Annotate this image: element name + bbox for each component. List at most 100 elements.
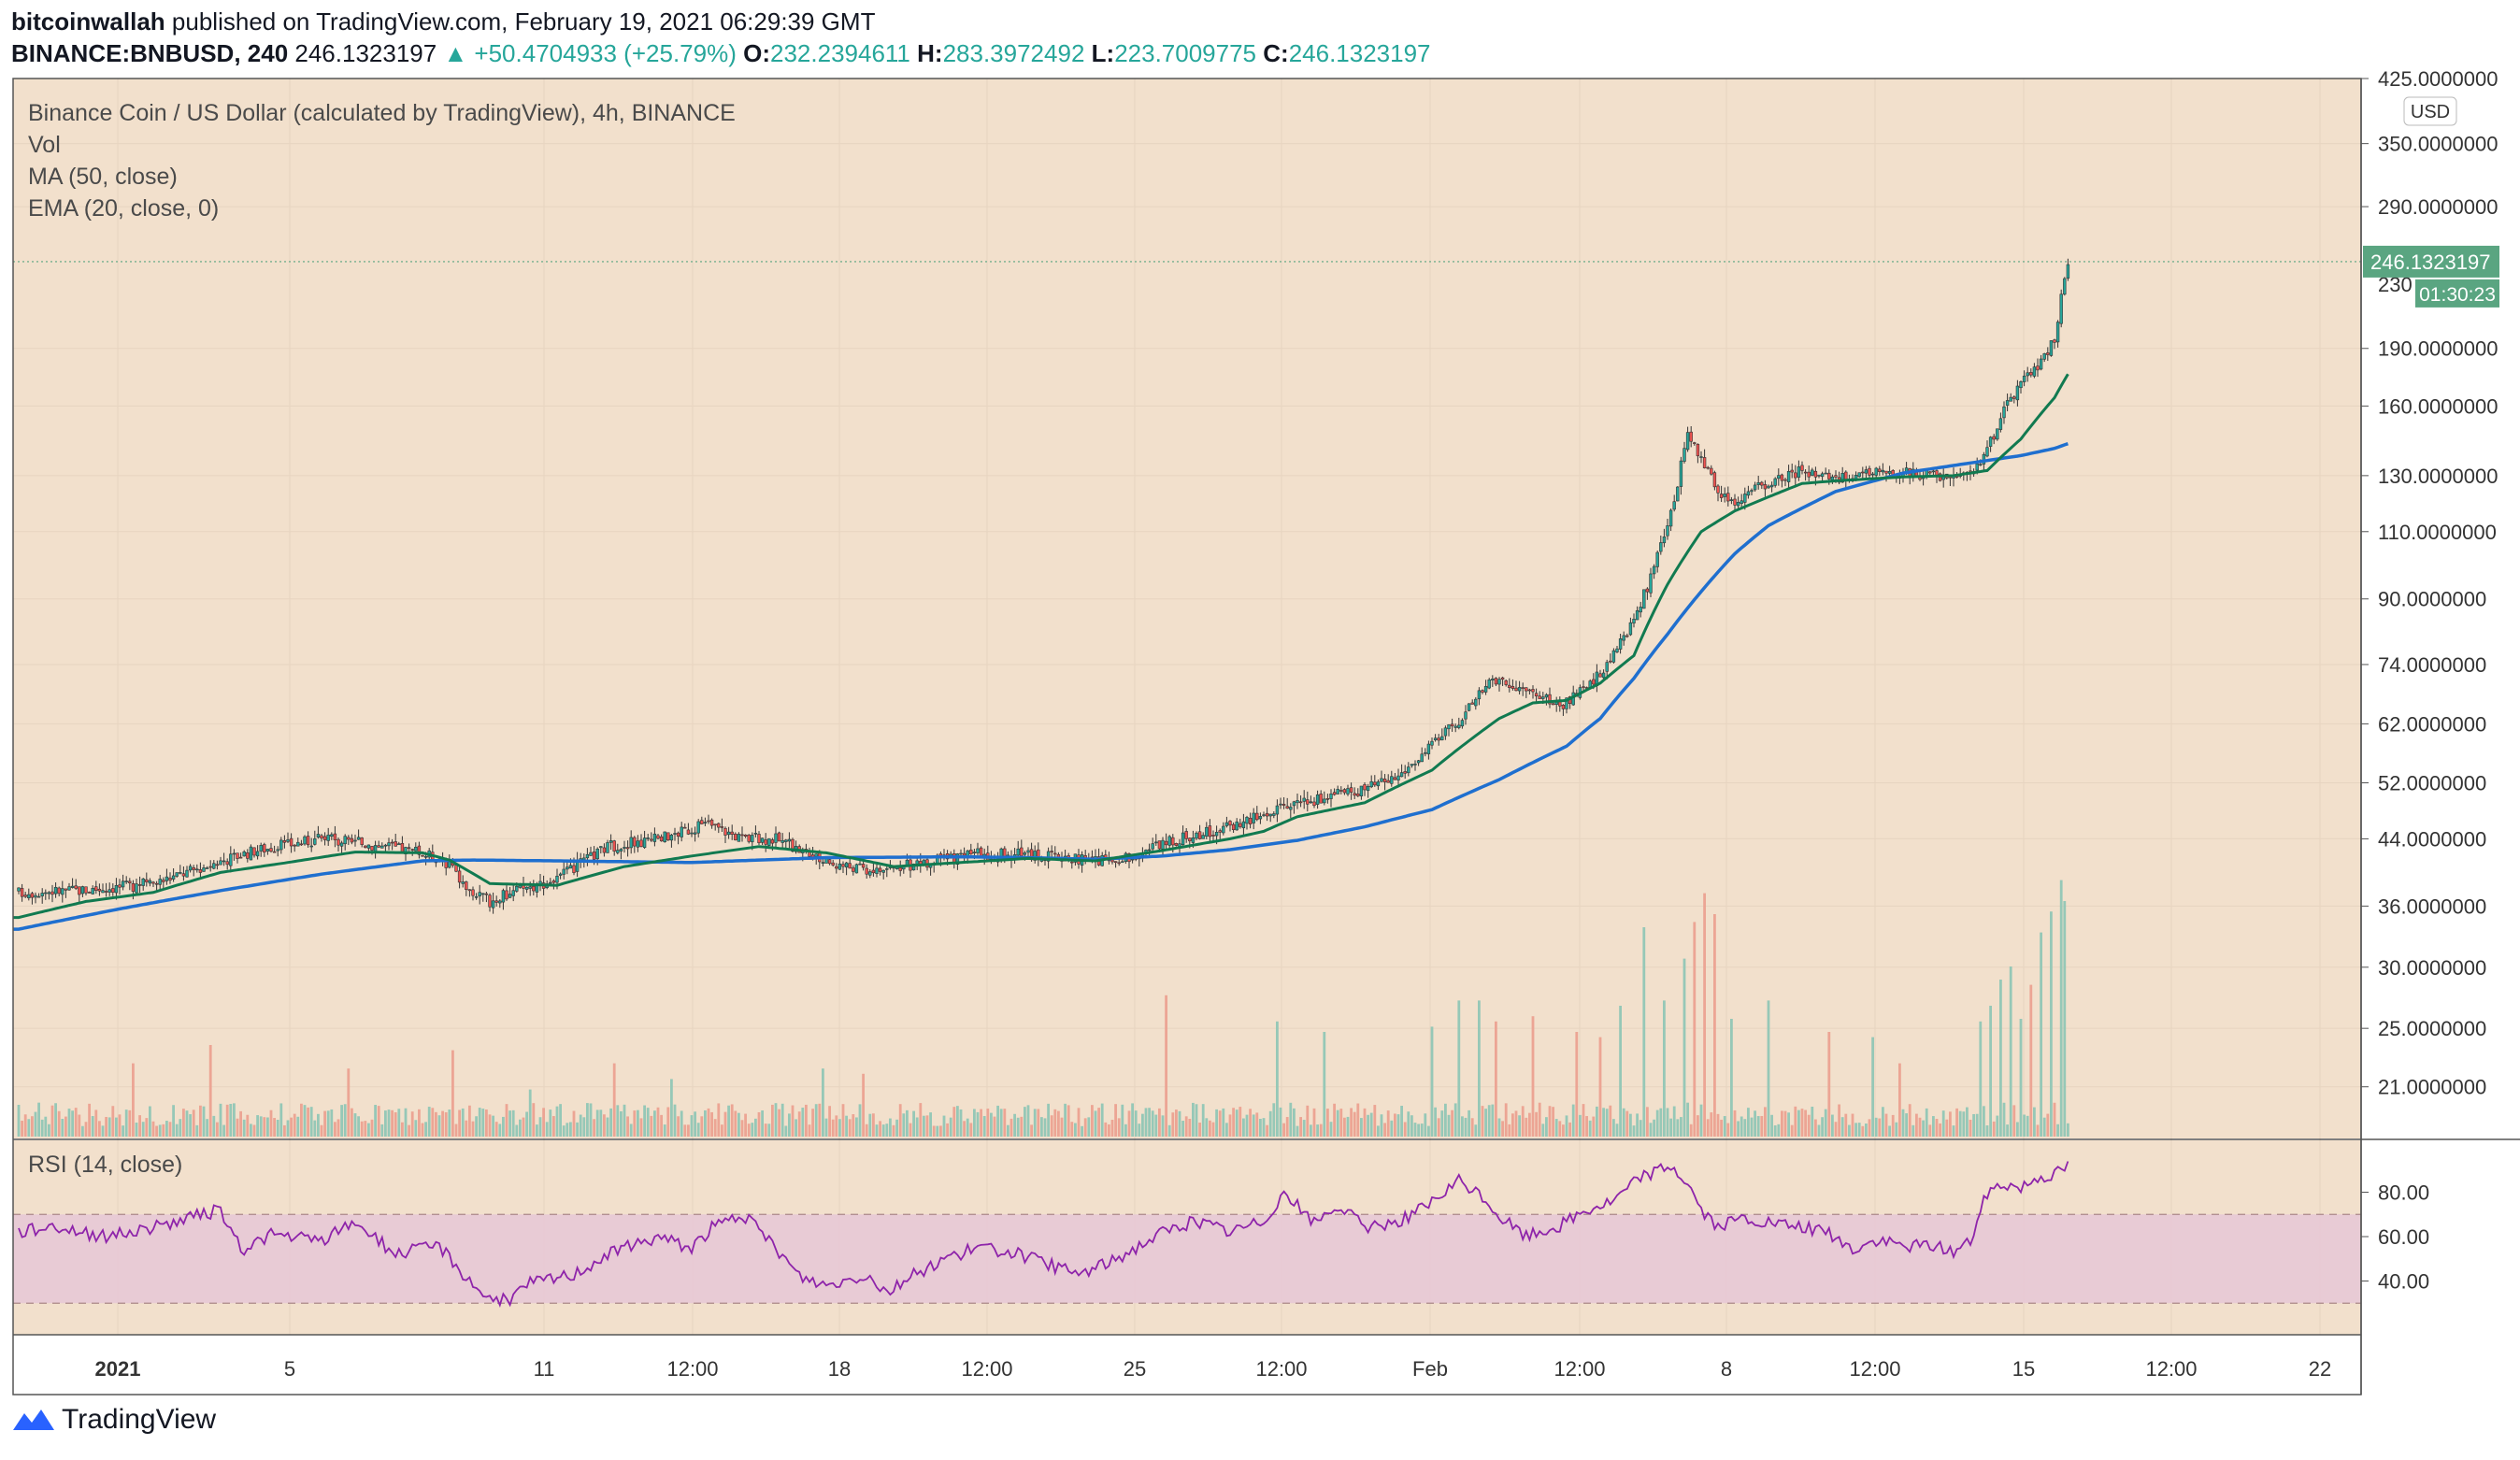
candle-body <box>1248 817 1253 825</box>
candle-body <box>1706 466 1710 469</box>
candle-body <box>881 869 885 873</box>
legend-ma[interactable]: MA (50, close) <box>28 164 178 190</box>
volume-bar <box>710 1111 713 1137</box>
volume-bar <box>1790 1124 1794 1137</box>
volume-bar <box>1781 1110 1783 1137</box>
volume-bar <box>713 1119 717 1137</box>
volume-bar <box>81 1125 84 1137</box>
volume-bar <box>107 1117 111 1137</box>
y-tick-label: 425.0000000 <box>2378 67 2498 91</box>
volume-bar <box>313 1120 317 1137</box>
volume-bar <box>956 1106 959 1137</box>
volume-bar <box>660 1114 663 1137</box>
volume-bar <box>1343 1117 1346 1137</box>
volume-bar <box>1323 1032 1326 1137</box>
candle-body <box>1541 696 1545 699</box>
volume-bar <box>424 1122 427 1137</box>
volume-bar <box>1276 1021 1279 1137</box>
candle-body <box>633 837 637 847</box>
candle-body <box>162 880 165 882</box>
volume-bar <box>1239 1107 1242 1137</box>
candle-body <box>2032 366 2037 377</box>
candle-body <box>642 837 647 849</box>
volume-bar <box>562 1125 566 1137</box>
candle-body <box>421 854 424 857</box>
volume-bar <box>233 1103 236 1137</box>
volume-bar <box>1478 1000 1481 1137</box>
volume-bar <box>1148 1108 1151 1137</box>
candle-body <box>680 826 683 837</box>
candle-body <box>868 871 872 876</box>
volume-bar <box>1245 1114 1249 1137</box>
volume-bar <box>740 1120 744 1137</box>
candle-body <box>397 843 401 846</box>
candle-body <box>669 835 674 841</box>
candle-body <box>269 848 273 852</box>
volume-bar <box>801 1108 805 1137</box>
candle-body <box>791 838 795 852</box>
volume-bar <box>1282 1123 1285 1137</box>
volume-bar <box>963 1121 966 1137</box>
candle-body <box>1491 679 1495 680</box>
legend-vol[interactable]: Vol <box>28 132 61 158</box>
volume-bar <box>1346 1116 1350 1137</box>
volume-bar <box>1605 1109 1609 1137</box>
rsi-legend[interactable]: RSI (14, close) <box>28 1152 183 1178</box>
volume-bar <box>723 1111 727 1137</box>
volume-bar <box>182 1109 185 1137</box>
volume-bar <box>1562 1124 1565 1137</box>
main-pane[interactable] <box>13 79 2361 1138</box>
volume-bar <box>1857 1123 1861 1137</box>
volume-bar <box>609 1108 612 1137</box>
volume-bar <box>1127 1110 1131 1137</box>
candle-body <box>293 844 296 847</box>
candle-body <box>1508 684 1511 689</box>
volume-bar <box>919 1103 923 1137</box>
volume-bar <box>1686 1102 1689 1137</box>
volume-bar <box>141 1122 145 1137</box>
candle-body <box>1113 861 1118 864</box>
volume-bar <box>1979 1021 1983 1137</box>
candle-body <box>1645 588 1650 593</box>
volume-bar <box>909 1123 912 1137</box>
publisher-name[interactable]: bitcoinwallah <box>11 7 165 36</box>
volume-bar <box>1767 1000 1770 1137</box>
candle-body <box>64 888 68 891</box>
candle-body <box>87 892 92 894</box>
candle-body <box>1611 650 1616 663</box>
volume-bar <box>1891 1114 1895 1137</box>
volume-bar <box>1905 1113 1908 1137</box>
volume-bar <box>1403 1122 1407 1137</box>
candle-body <box>784 839 788 842</box>
legend-ema[interactable]: EMA (20, close, 0) <box>28 195 220 222</box>
volume-bar <box>1121 1104 1124 1137</box>
candle-body <box>2049 340 2054 356</box>
candle-body <box>1450 723 1454 727</box>
volume-bar <box>303 1105 307 1137</box>
volume-bar <box>969 1123 973 1137</box>
candle-body <box>1753 484 1757 491</box>
volume-bar <box>1394 1113 1396 1137</box>
volume-bar <box>364 1121 367 1137</box>
candle-body <box>1676 486 1680 502</box>
candle-body <box>246 852 250 859</box>
candle-body <box>1817 474 1821 477</box>
candle-body <box>448 861 451 868</box>
y-tick-label: 190.0000000 <box>2378 337 2498 361</box>
volume-bar <box>1969 1119 1972 1137</box>
rsi-line <box>18 1161 2069 1308</box>
volume-bar <box>1955 1108 1958 1137</box>
candle-body <box>353 839 357 842</box>
candle-body <box>326 834 330 841</box>
footer-branding[interactable]: TradingView <box>13 1404 216 1436</box>
volume-bar <box>1733 1109 1737 1137</box>
candle-body <box>1736 502 1740 507</box>
candle-body <box>2055 322 2060 343</box>
volume-bar <box>683 1124 687 1137</box>
volume-bar <box>1646 1107 1649 1137</box>
candle-body <box>770 839 775 844</box>
volume-bar <box>626 1116 629 1137</box>
candle-body <box>723 827 727 836</box>
candle-body <box>1279 803 1282 806</box>
